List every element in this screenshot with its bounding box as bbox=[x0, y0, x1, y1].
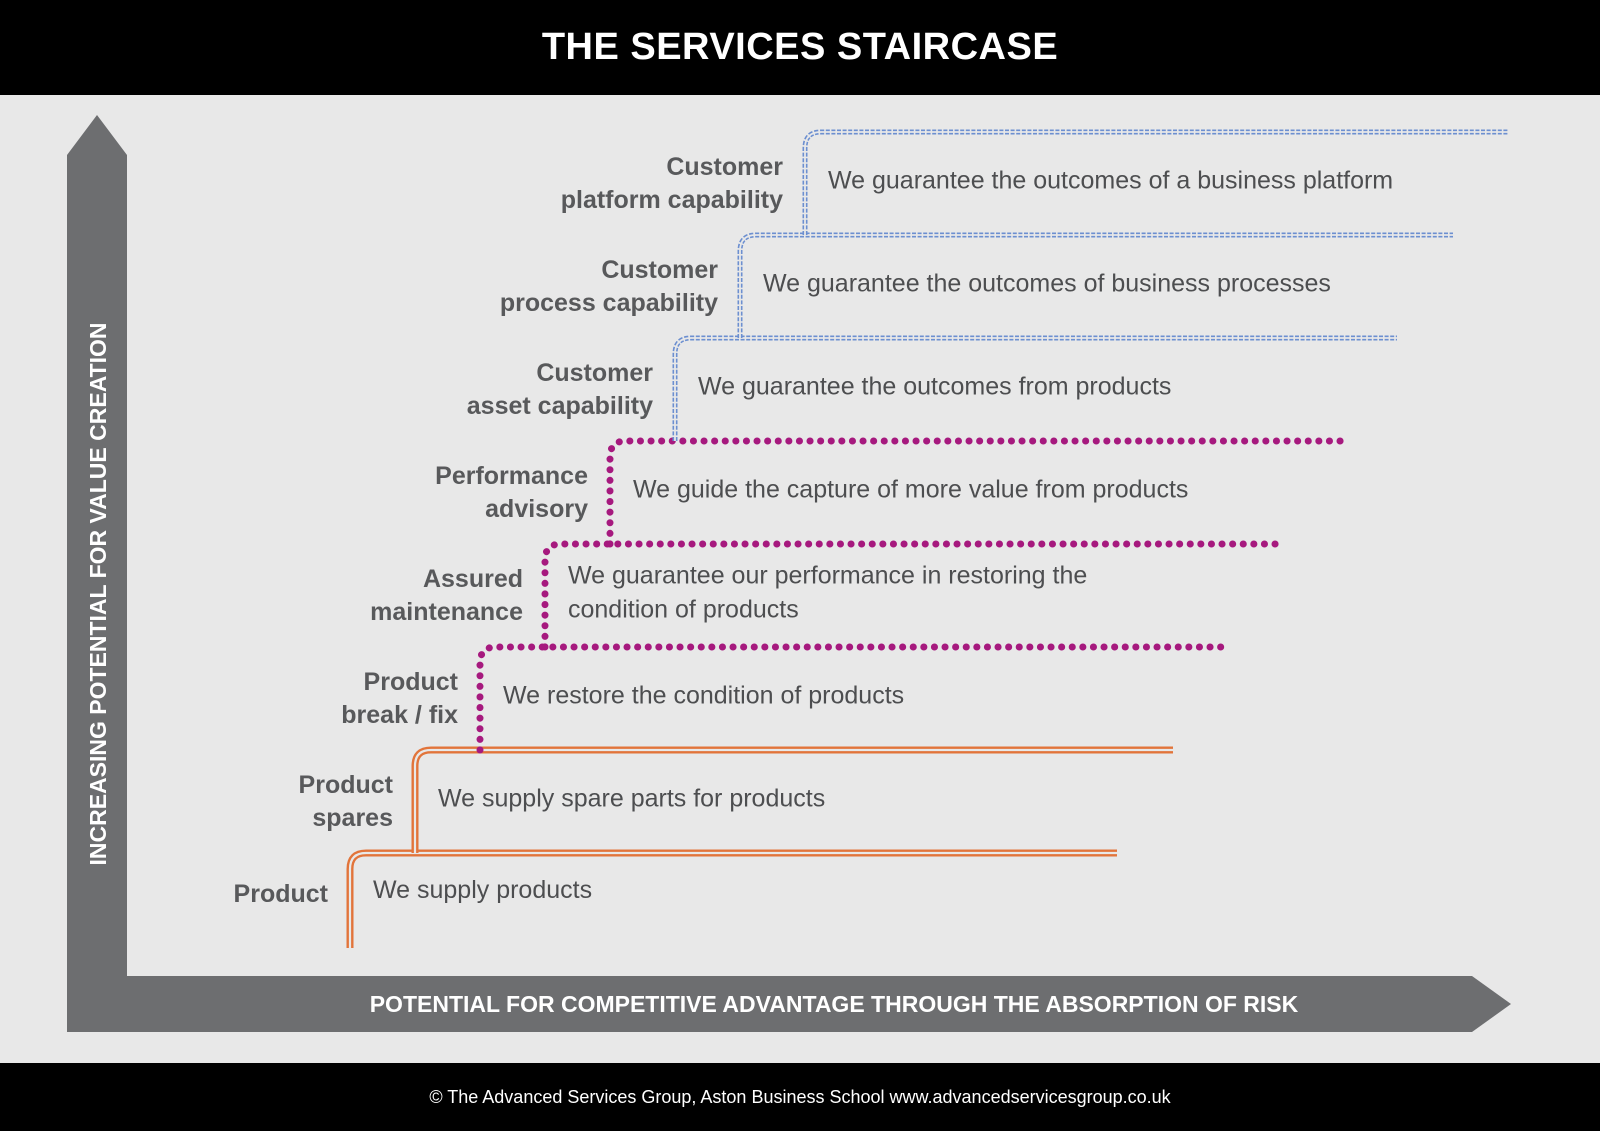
step-line-inner bbox=[413, 748, 1173, 853]
step-line-inner bbox=[674, 337, 1397, 441]
step-line-inner bbox=[739, 234, 1453, 338]
y-axis-arrow bbox=[67, 115, 127, 1032]
footer-bar: © The Advanced Services Group, Aston Bus… bbox=[0, 1063, 1600, 1131]
step-description: We supply spare parts for products bbox=[438, 785, 825, 813]
step-description: We restore the condition of products bbox=[503, 682, 904, 710]
step-title: Customer bbox=[536, 359, 653, 387]
step-title: process capability bbox=[500, 289, 718, 317]
x-axis-label: POTENTIAL FOR COMPETITIVE ADVANTAGE THRO… bbox=[370, 991, 1299, 1017]
step-title: advisory bbox=[485, 495, 588, 523]
step-description: We guarantee the outcomes from products bbox=[698, 373, 1171, 401]
steps-layer: Product We supply products Product spares We… bbox=[234, 129, 1509, 948]
step-1: Product We supply products bbox=[234, 849, 1117, 948]
step-line bbox=[541, 540, 1289, 651]
step-description: We guarantee our performance in restorin… bbox=[568, 562, 1087, 590]
step-title: Performance bbox=[435, 462, 588, 490]
step-8: Customer platform capability We guarantee … bbox=[561, 129, 1509, 235]
step-title: Assured bbox=[423, 565, 523, 593]
x-axis-arrow bbox=[67, 976, 1511, 1032]
step-2: Product spares We supply spare parts for p… bbox=[299, 746, 1173, 853]
step-description: We guarantee the outcomes of a business … bbox=[828, 167, 1393, 195]
step-title: asset capability bbox=[467, 392, 653, 420]
header-bar: THE SERVICES STAIRCASE bbox=[0, 0, 1600, 95]
step-title: break / fix bbox=[341, 701, 458, 729]
step-3: Product break / fix We restore the conditi… bbox=[341, 643, 1233, 754]
step-title: maintenance bbox=[370, 598, 523, 626]
step-title: Product bbox=[299, 771, 394, 799]
step-line bbox=[606, 437, 1345, 548]
step-description: condition of products bbox=[568, 596, 799, 624]
step-title: platform capability bbox=[561, 186, 783, 214]
step-title: Customer bbox=[666, 153, 783, 181]
step-6: Customer asset capability We guarantee the… bbox=[467, 335, 1397, 441]
step-5: Performance advisory We guide the capture … bbox=[435, 437, 1345, 548]
step-4: Assured maintenance We guarantee our perfo… bbox=[370, 540, 1289, 651]
step-title: Product bbox=[234, 880, 329, 908]
step-title: spares bbox=[312, 804, 393, 832]
step-line-inner bbox=[804, 131, 1509, 235]
step-description: We guarantee the outcomes of business pr… bbox=[763, 270, 1331, 298]
step-line-inner bbox=[348, 851, 1117, 948]
step-7: Customer process capability We guarantee t… bbox=[500, 232, 1453, 338]
step-title: Customer bbox=[601, 256, 718, 284]
step-line bbox=[476, 643, 1233, 754]
step-title: Product bbox=[364, 668, 459, 696]
step-description: We guide the capture of more value from … bbox=[633, 476, 1188, 504]
y-axis-label: INCREASING POTENTIAL FOR VALUE CREATION bbox=[85, 322, 111, 865]
page-title: THE SERVICES STAIRCASE bbox=[541, 26, 1059, 68]
step-description: We supply products bbox=[373, 876, 592, 904]
copyright-text: © The Advanced Services Group, Aston Bus… bbox=[429, 1086, 1171, 1107]
diagram-panel bbox=[0, 95, 1600, 1063]
